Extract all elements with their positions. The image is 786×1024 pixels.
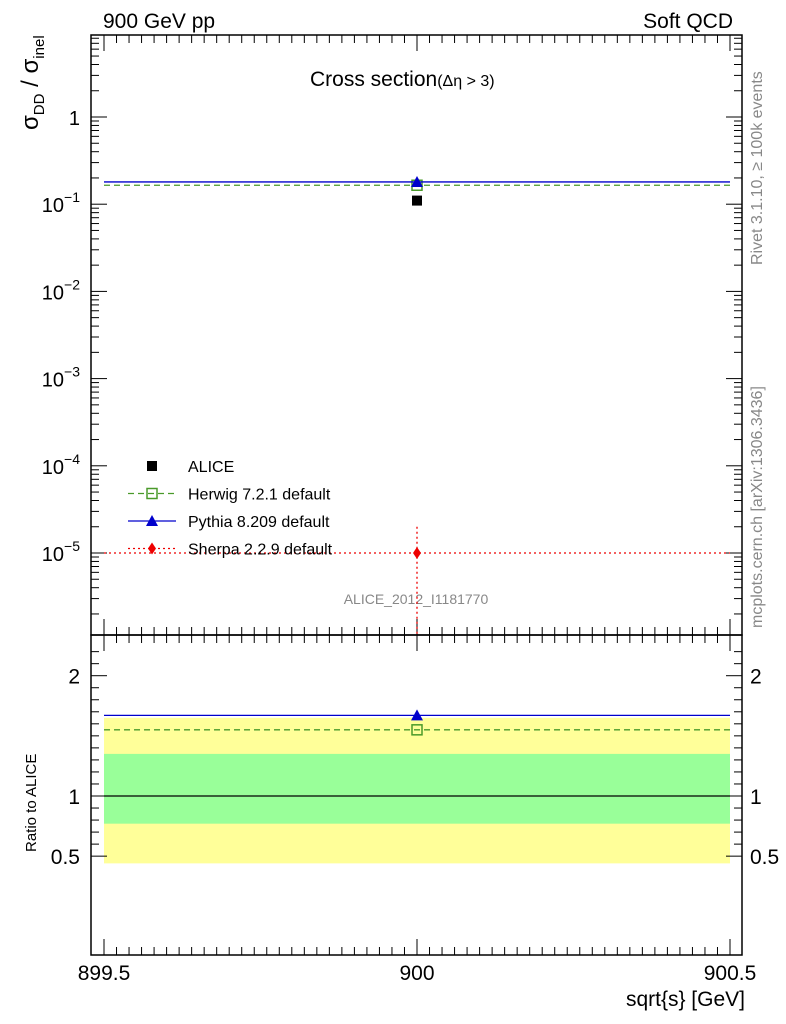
ratio-marker-1 <box>411 709 423 721</box>
y-tick-label: 10−4 <box>42 451 80 479</box>
header-right: Soft QCD <box>643 10 733 33</box>
main-panel: 10−5 10−4 10−3 10−2 10−1 1 <box>42 34 743 636</box>
ratio-y-tick-label-left: 0.5 <box>51 846 80 869</box>
legend-label-3: Sherpa 2.2.9 default <box>188 542 333 559</box>
legend-label-0: ALICE <box>188 459 234 476</box>
series-marker-3 <box>413 547 421 559</box>
ratio-marker-0 <box>411 724 423 736</box>
y-tick-label: 10−2 <box>42 276 80 304</box>
ratio-y-tick-label-left: 2 <box>68 666 80 689</box>
y-tick-label: 10−1 <box>42 189 80 217</box>
series-marker-0 <box>412 195 422 206</box>
legend: ALICE Herwig 7.2.1 default Pythia 8.209 de… <box>128 459 333 559</box>
x-tick-label: 899.5 <box>78 962 131 985</box>
legend-marker-1 <box>146 487 158 500</box>
rivet-note: Rivet 3.1.10, ≥ 100k events <box>749 71 766 265</box>
chart-title: Cross section(Δη > 3) <box>310 68 495 91</box>
legend-marker-0 <box>147 461 157 471</box>
legend-marker-3 <box>148 542 156 555</box>
x-tick-label: 900 <box>399 962 434 985</box>
analysis-watermark: ALICE_2012_I1181770 <box>344 591 489 607</box>
chart-title-sub: (Δη > 3) <box>437 73 494 90</box>
legend-label-2: Pythia 8.209 default <box>188 514 330 531</box>
ratio-y-tick-label-right: 1 <box>750 786 762 809</box>
band-inner <box>104 753 730 824</box>
ratio-y-tick-label-right: 0.5 <box>750 846 779 869</box>
y-tick-label: 1 <box>69 108 80 130</box>
legend-marker-2 <box>146 515 158 526</box>
x-tick-label: 900.5 <box>704 962 757 985</box>
ratio-ylabel: Ratio to ALICE <box>23 754 40 852</box>
series-marker-2 <box>411 175 423 187</box>
y-tick-label: 10−3 <box>42 364 80 392</box>
x-axis-label: sqrt{s} [GeV] <box>626 988 745 1011</box>
ratio-y-tick-label-right: 2 <box>750 666 762 689</box>
mcplots-note: mcplots.cern.ch [arXiv:1306.3436] <box>749 386 766 628</box>
header-left: 900 GeV pp <box>103 10 215 33</box>
ratio-panel: 899.5 900 900.5 0.5 0.5 1 1 2 2 <box>51 634 779 985</box>
main-ylabel: σDD / σinel <box>17 35 48 130</box>
ratio-y-tick-label-left: 1 <box>68 786 80 809</box>
legend-label-1: Herwig 7.2.1 default <box>188 487 331 504</box>
y-tick-label: 10−5 <box>42 538 80 566</box>
